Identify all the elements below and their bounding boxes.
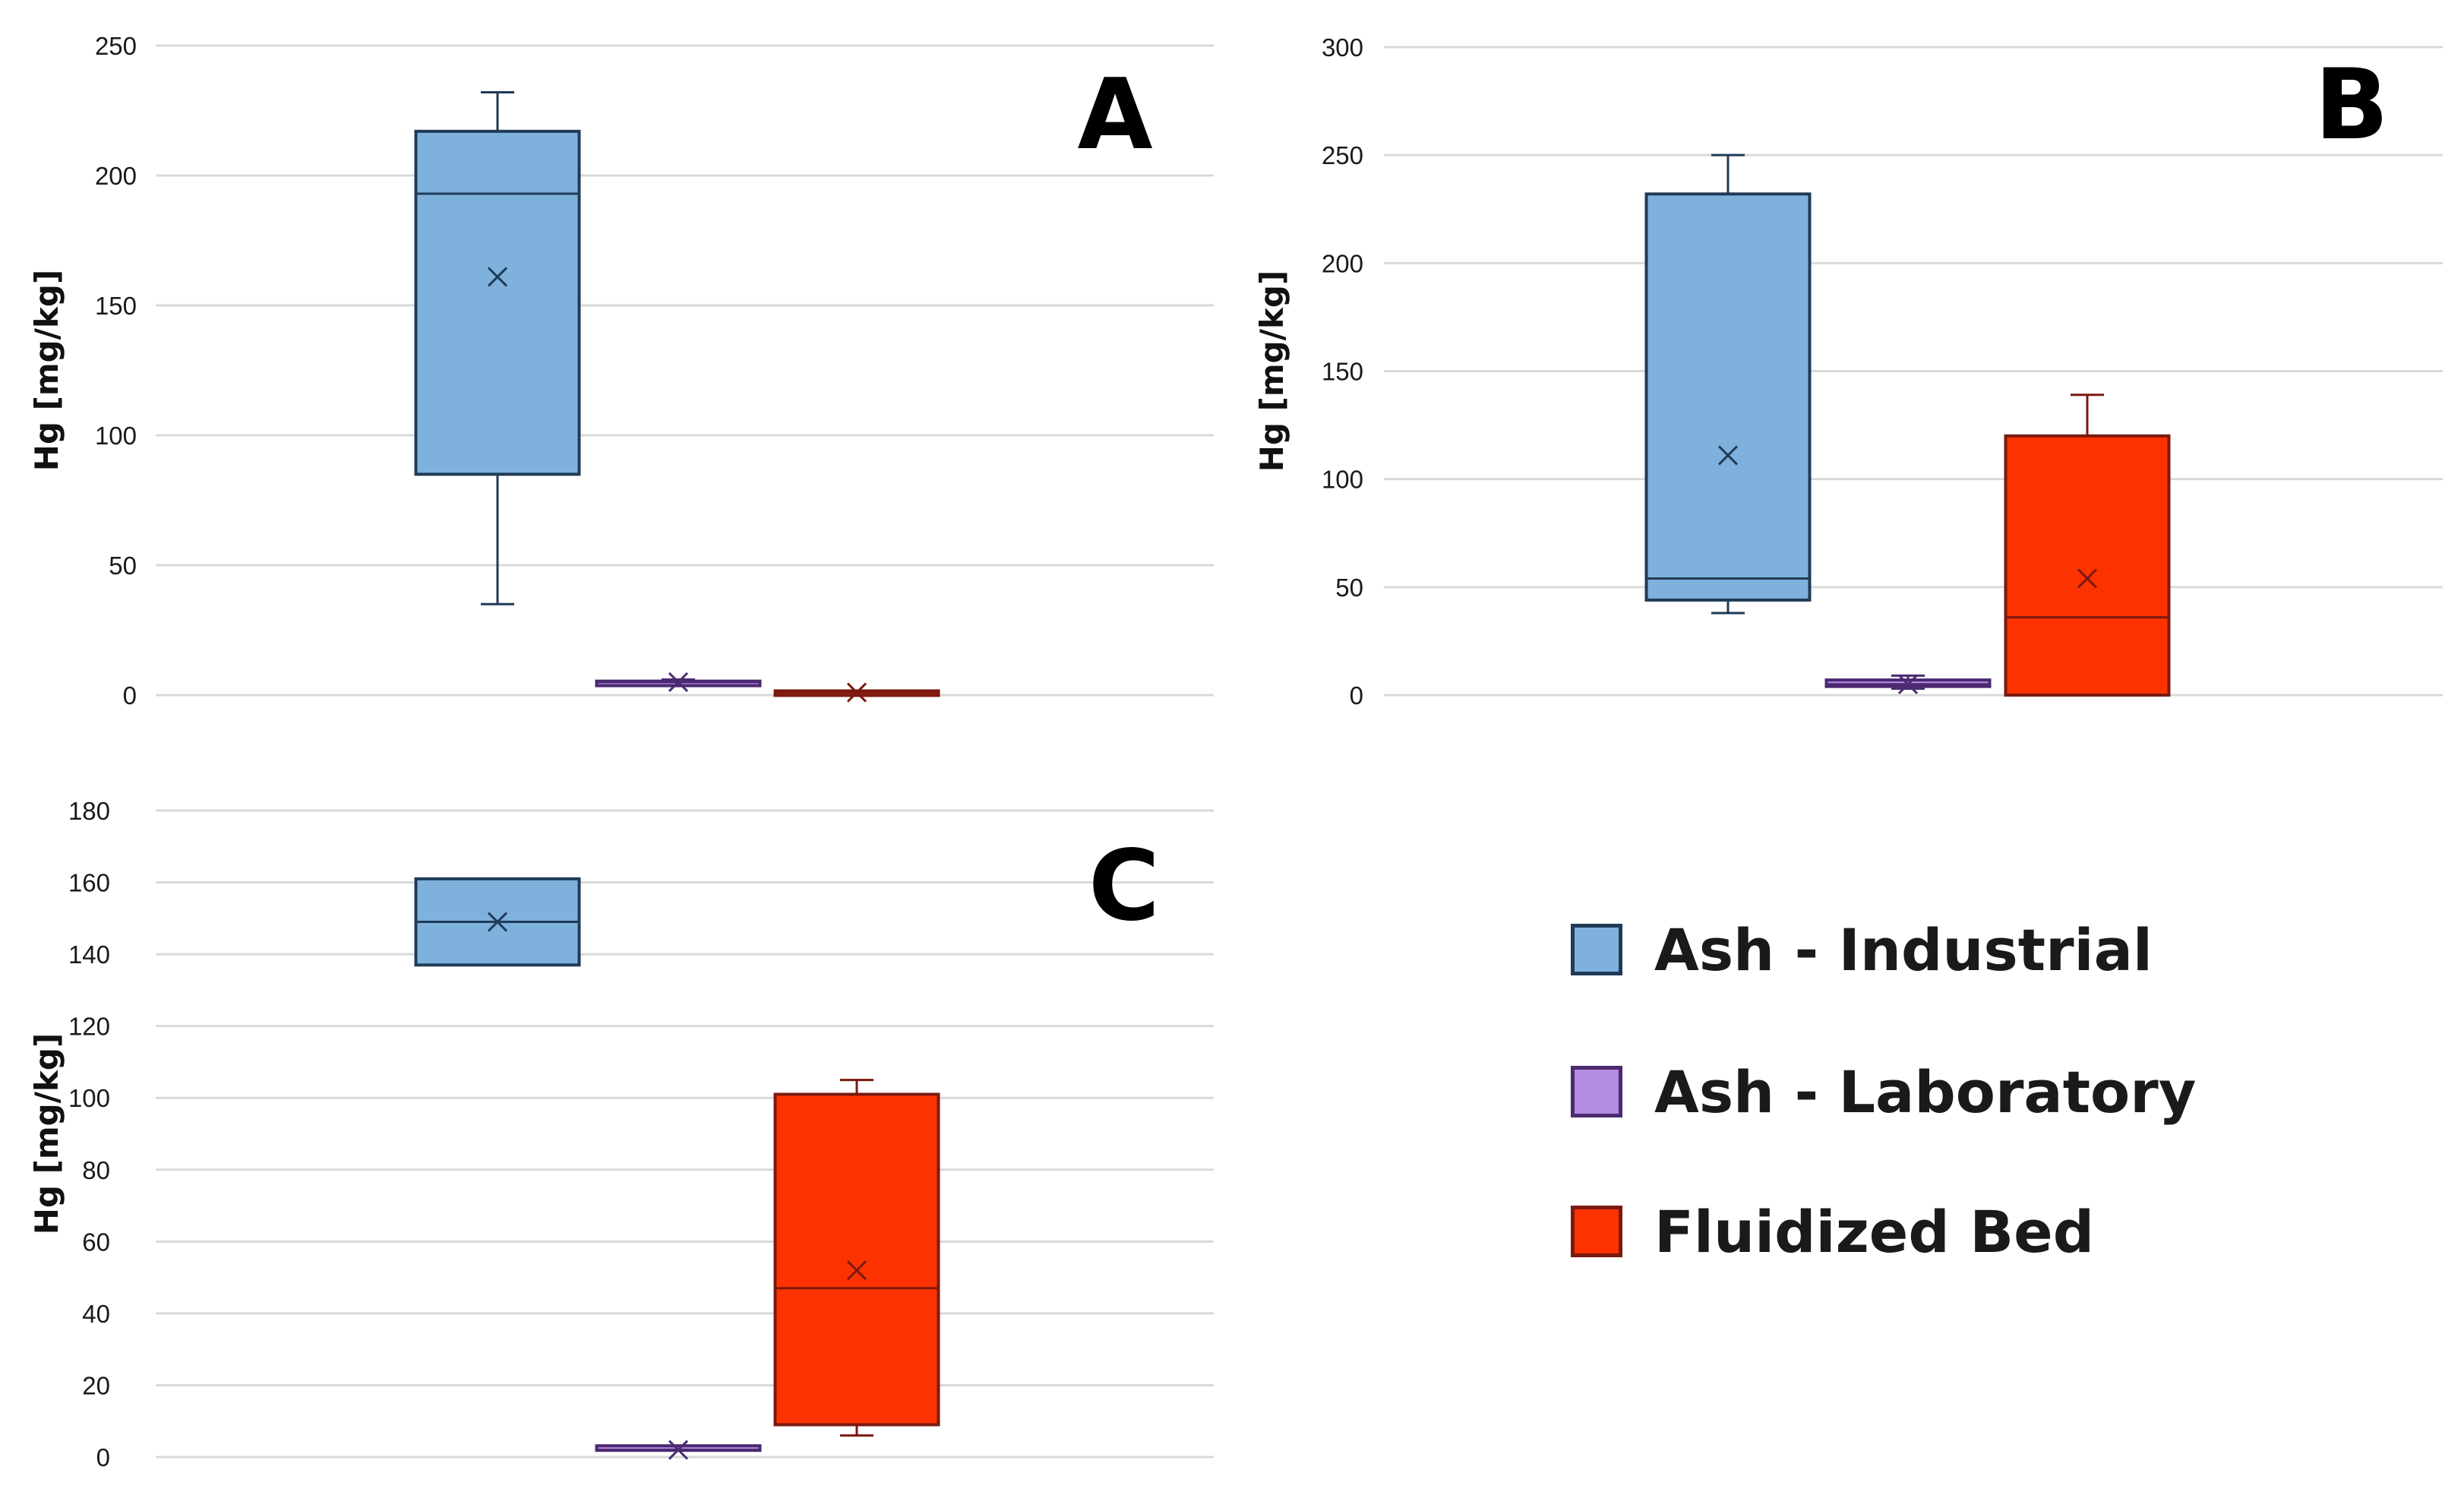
legend-swatch-ash-laboratory <box>1571 1066 1622 1117</box>
panel-a: 0 50 100 150 200 250 Hg [mg/kg] A <box>28 32 1214 710</box>
y-tick-label: 140 <box>68 940 110 969</box>
y-tick-label: 180 <box>68 797 110 825</box>
panel-label: C <box>1088 830 1160 943</box>
y-tick-label: 50 <box>1335 574 1363 602</box>
y-tick-label: 0 <box>1350 681 1363 710</box>
y-tick-label: 100 <box>1322 466 1363 494</box>
mean-marker <box>1717 445 1739 466</box>
panel-label: B <box>2314 49 2389 162</box>
legend-label-ash-industrial: Ash - Industrial <box>1654 915 2153 984</box>
y-tick-label: 300 <box>1322 33 1363 62</box>
mean-marker <box>668 1440 689 1460</box>
y-axis-label: Hg [mg/kg] <box>28 1033 65 1234</box>
box-iqr <box>773 1092 940 1427</box>
legend-item-ash-laboratory: Ash - Laboratory <box>1571 1057 2196 1126</box>
legend-label-ash-laboratory: Ash - Laboratory <box>1654 1057 2197 1126</box>
box-fluidized-bed <box>773 1079 940 1437</box>
y-tick-label: 100 <box>95 422 137 450</box>
box-iqr <box>414 129 581 476</box>
box-iqr <box>1644 192 1812 602</box>
y-tick-label: 20 <box>82 1371 110 1399</box>
legend-swatch-fluidized-bed <box>1571 1206 1622 1257</box>
legend-label-fluidized-bed: Fluidized Bed <box>1654 1197 2095 1266</box>
mean-marker <box>487 912 508 932</box>
y-tick-label: 250 <box>95 32 137 60</box>
y-tick-label: 0 <box>123 681 137 710</box>
mean-marker <box>846 1260 867 1281</box>
box-ash-laboratory <box>595 1440 762 1460</box>
y-tick-label: 50 <box>109 552 137 580</box>
y-tick-label: 200 <box>1322 249 1363 277</box>
mean-marker <box>487 267 508 287</box>
y-tick-label: 80 <box>82 1156 110 1184</box>
y-tick-label: 120 <box>68 1013 110 1041</box>
box-ash-industrial <box>414 91 581 605</box>
y-tick-label: 160 <box>68 869 110 897</box>
legend-item-fluidized-bed: Fluidized Bed <box>1571 1197 2094 1266</box>
box-ash-industrial <box>1644 153 1812 615</box>
y-tick-label: 250 <box>1322 141 1363 169</box>
mean-marker <box>2077 568 2098 589</box>
legend-item-ash-industrial: Ash - Industrial <box>1571 915 2153 984</box>
y-tick-label: 40 <box>82 1300 110 1328</box>
box-ash-laboratory <box>595 672 762 692</box>
box-ash-laboratory <box>1824 674 1992 694</box>
y-axis-label: Hg [mg/kg] <box>1253 270 1290 472</box>
panel-b: 0 50 100 150 200 250 300 Hg [mg/kg] B <box>1253 33 2443 710</box>
y-tick-label: 0 <box>96 1443 110 1471</box>
panel-label: A <box>1077 58 1152 172</box>
y-tick-label: 60 <box>82 1228 110 1256</box>
box-iqr <box>2004 434 2171 697</box>
mean-marker <box>1897 674 1919 694</box>
legend-swatch-ash-industrial <box>1571 924 1622 975</box>
y-tick-label: 100 <box>68 1084 110 1112</box>
y-tick-label: 200 <box>95 162 137 190</box>
panel-c: 0 20 40 60 80 100 120 140 160 180 Hg [mg/kg] C <box>28 797 1214 1471</box>
y-tick-label: 150 <box>1322 358 1363 386</box>
box-fluidized-bed <box>2004 394 2171 697</box>
mean-marker <box>846 682 867 703</box>
mean-marker <box>668 672 689 692</box>
box-fluidized-bed <box>773 682 940 703</box>
box-ash-industrial <box>414 877 581 967</box>
y-tick-label: 150 <box>95 292 137 320</box>
legend: Ash - Industrial Ash - Laboratory Fluidi… <box>1571 915 2406 1341</box>
y-axis-label: Hg [mg/kg] <box>28 270 65 471</box>
